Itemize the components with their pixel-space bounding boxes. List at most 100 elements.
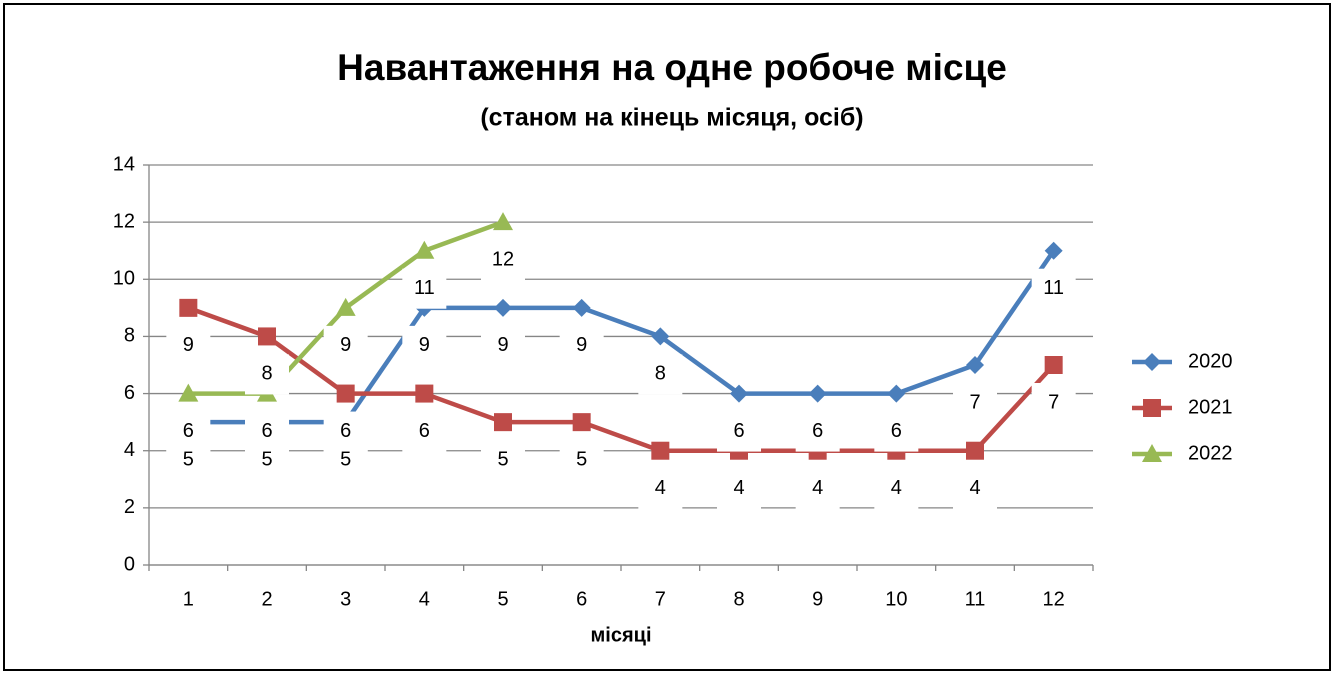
marker — [1143, 399, 1161, 417]
data-label-bg — [1031, 383, 1076, 423]
data-label-bg — [559, 440, 604, 481]
data-label-bg — [323, 325, 368, 366]
data-label-bg — [402, 268, 447, 309]
marker — [651, 441, 670, 460]
data-label: 7 — [1048, 391, 1059, 413]
x-tick-label: 4 — [419, 588, 430, 610]
legend-label: 2020 — [1188, 350, 1233, 372]
data-label: 12 — [492, 248, 514, 270]
marker — [730, 384, 748, 403]
x-axis-label: місяці — [591, 624, 652, 646]
data-label: 6 — [183, 420, 194, 442]
marker — [335, 297, 356, 316]
chart-title: Навантаження на одне робоче місце — [337, 47, 1007, 88]
marker — [887, 384, 906, 403]
data-label-bg — [402, 325, 447, 366]
marker — [966, 356, 984, 374]
x-tick-label: 7 — [655, 588, 666, 610]
data-label: 11 — [1043, 277, 1064, 299]
data-label: 6 — [419, 420, 430, 442]
data-label-bg — [874, 468, 919, 509]
data-label-bg — [638, 354, 683, 395]
data-label-bg — [481, 325, 525, 366]
data-label: 6 — [891, 420, 902, 442]
data-label: 5 — [497, 448, 508, 470]
y-tick-label: 8 — [124, 325, 135, 347]
data-label: 5 — [340, 448, 351, 470]
data-label: 11 — [414, 277, 435, 299]
data-label: 9 — [183, 334, 194, 356]
data-label-bg — [166, 411, 211, 452]
data-label-bg — [481, 240, 525, 281]
data-label: 9 — [419, 334, 430, 356]
y-tick-label: 12 — [113, 210, 135, 232]
x-tick-label: 8 — [733, 588, 744, 610]
marker — [494, 298, 512, 317]
x-tick-label: 6 — [576, 588, 587, 610]
data-label: 4 — [733, 477, 744, 499]
data-label: 5 — [576, 448, 587, 470]
data-label: 9 — [576, 334, 587, 356]
x-tick-label: 11 — [965, 588, 986, 610]
data-label-bg — [402, 411, 447, 452]
data-label: 7 — [969, 391, 980, 413]
data-label: 4 — [969, 477, 980, 499]
data-label: 5 — [261, 448, 272, 470]
data-label-bg — [245, 411, 289, 452]
data-label-bg — [953, 383, 997, 423]
marker — [494, 413, 512, 432]
x-tick-label: 5 — [497, 588, 508, 610]
data-label: 6 — [812, 420, 823, 442]
marker — [1143, 353, 1161, 371]
legend-label: 2021 — [1188, 396, 1233, 418]
marker — [258, 327, 276, 346]
data-label: 4 — [655, 477, 666, 499]
data-label-bg — [245, 354, 289, 395]
y-tick-label: 14 — [113, 153, 135, 175]
data-label-bg — [717, 468, 761, 509]
series — [178, 212, 513, 402]
x-tick-label: 9 — [812, 588, 823, 610]
marker — [651, 327, 670, 346]
data-label: 6 — [340, 420, 351, 442]
data-label: 8 — [261, 363, 272, 385]
y-tick-label: 0 — [124, 553, 135, 575]
data-label-bg — [795, 468, 840, 509]
data-label-bg — [717, 411, 761, 452]
x-tick-label: 12 — [1043, 588, 1065, 610]
data-label-bg — [953, 468, 997, 509]
marker — [178, 383, 199, 402]
marker — [1044, 241, 1063, 260]
y-tick-label: 10 — [113, 268, 135, 290]
marker — [336, 384, 355, 403]
marker — [966, 441, 984, 460]
marker — [179, 298, 198, 317]
data-label-bg — [166, 325, 211, 366]
data-label: 4 — [891, 477, 902, 499]
data-label-bg — [874, 411, 919, 452]
legend-label: 2022 — [1188, 442, 1233, 464]
marker — [572, 298, 591, 317]
marker — [414, 240, 435, 259]
x-tick-label: 10 — [885, 588, 907, 610]
marker — [415, 384, 434, 403]
y-tick-label: 6 — [124, 382, 135, 404]
x-tick-label: 3 — [340, 588, 351, 610]
data-label: 6 — [261, 420, 272, 442]
data-label-bg — [559, 325, 604, 366]
data-label: 8 — [655, 363, 666, 385]
y-tick-label: 4 — [124, 439, 135, 461]
y-tick-label: 2 — [124, 496, 135, 518]
data-label-bg — [1031, 268, 1076, 309]
data-label-bg — [481, 440, 525, 481]
marker — [493, 212, 513, 231]
data-label: 9 — [497, 334, 508, 356]
data-label: 9 — [340, 334, 351, 356]
x-tick-label: 2 — [261, 588, 272, 610]
data-label-bg — [795, 411, 840, 452]
data-label: 4 — [812, 477, 823, 499]
data-label-bg — [638, 468, 683, 509]
data-label: 6 — [733, 420, 744, 442]
x-tick-label: 1 — [183, 588, 194, 610]
